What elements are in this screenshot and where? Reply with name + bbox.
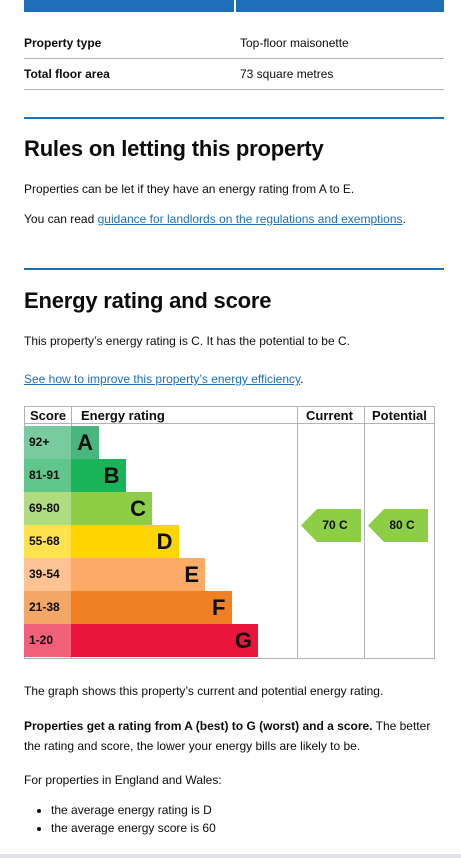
band-bar-d: D bbox=[71, 525, 179, 558]
band-letter-e: E bbox=[184, 562, 199, 587]
band-bar-g: G bbox=[71, 624, 258, 657]
band-letter-a: A bbox=[77, 430, 93, 455]
energy-rating-chart: Score Energy rating Current Potential 92… bbox=[24, 406, 435, 659]
summary-row-property-type: Property type Top-floor maisonette bbox=[24, 28, 444, 59]
england-wales-paragraph: For properties in England and Wales: bbox=[24, 773, 222, 787]
band-bar-f: F bbox=[71, 591, 232, 624]
improve-efficiency-link[interactable]: See how to improve this property’s energ… bbox=[24, 372, 301, 386]
property-summary-list: Property type Top-floor maisonette Total… bbox=[24, 28, 444, 90]
potential-rating-arrow: 80 C bbox=[368, 509, 428, 542]
current-rating-arrow: 70 C bbox=[301, 509, 361, 542]
rating-explanation: Properties get a rating from A (best) to… bbox=[24, 716, 444, 756]
section-divider bbox=[24, 268, 444, 270]
summary-row-floor-area: Total floor area 73 square metres bbox=[24, 59, 444, 90]
band-score-e: 39-54 bbox=[24, 558, 71, 591]
list-item: the average energy rating is D bbox=[51, 801, 216, 819]
chart-column-divider bbox=[364, 406, 365, 658]
list-item: the average energy score is 60 bbox=[51, 819, 216, 837]
summary-value: 73 square metres bbox=[240, 67, 334, 81]
rating-explanation-rest: The better the rating and score, the low… bbox=[24, 719, 431, 753]
improve-suffix: . bbox=[300, 372, 304, 386]
current-column-header: Current bbox=[306, 408, 353, 423]
top-header-bar bbox=[24, 0, 444, 12]
band-score-d: 55-68 bbox=[24, 525, 71, 558]
score-column-header: Score bbox=[30, 408, 67, 423]
band-letter-g: G bbox=[234, 628, 252, 653]
band-letter-c: C bbox=[130, 496, 146, 521]
potential-column-header: Potential bbox=[372, 408, 427, 423]
chart-column-divider bbox=[297, 406, 298, 658]
energy-rating-paragraph: This property’s energy rating is C. It h… bbox=[24, 334, 350, 348]
band-score-b: 81-91 bbox=[24, 459, 71, 492]
band-score-f: 21-38 bbox=[24, 591, 71, 624]
band-bar-b: B bbox=[71, 459, 126, 492]
band-score-a: 92+ bbox=[24, 426, 71, 459]
band-bar-c: C bbox=[71, 492, 152, 525]
band-score-c: 69-80 bbox=[24, 492, 71, 525]
section-divider bbox=[24, 117, 444, 119]
band-bar-a: A bbox=[71, 426, 99, 459]
guidance-suffix: . bbox=[402, 212, 406, 226]
summary-key: Property type bbox=[24, 36, 102, 50]
header-bar-divider bbox=[234, 0, 236, 12]
band-letter-d: D bbox=[156, 529, 173, 554]
potential-rating-arrow-label: 80 C bbox=[389, 518, 415, 532]
energy-heading: Energy rating and score bbox=[24, 288, 272, 313]
summary-key: Total floor area bbox=[24, 67, 110, 81]
rules-heading: Rules on letting this property bbox=[24, 136, 324, 161]
rules-guidance-paragraph: You can read guidance for landlords on t… bbox=[24, 209, 444, 229]
improve-paragraph: See how to improve this property’s energ… bbox=[24, 369, 444, 389]
rating-column-header: Energy rating bbox=[81, 408, 165, 423]
chart-header-rule bbox=[24, 423, 434, 424]
band-score-g: 1-20 bbox=[24, 624, 71, 657]
graph-description: The graph shows this property’s current … bbox=[24, 684, 384, 698]
band-letter-f: F bbox=[212, 595, 226, 620]
guidance-link[interactable]: guidance for landlords on the regulation… bbox=[97, 212, 403, 226]
band-bar-e: E bbox=[71, 558, 205, 591]
band-letter-b: B bbox=[103, 463, 120, 488]
rating-explanation-bold: Properties get a rating from A (best) to… bbox=[24, 719, 373, 733]
summary-value: Top-floor maisonette bbox=[240, 36, 349, 50]
rules-paragraph: Properties can be let if they have an en… bbox=[24, 182, 355, 196]
average-list: the average energy rating is D the avera… bbox=[24, 801, 216, 837]
current-rating-arrow-label: 70 C bbox=[322, 518, 348, 532]
footer-edge bbox=[0, 854, 461, 858]
guidance-prefix: You can read bbox=[24, 212, 98, 226]
